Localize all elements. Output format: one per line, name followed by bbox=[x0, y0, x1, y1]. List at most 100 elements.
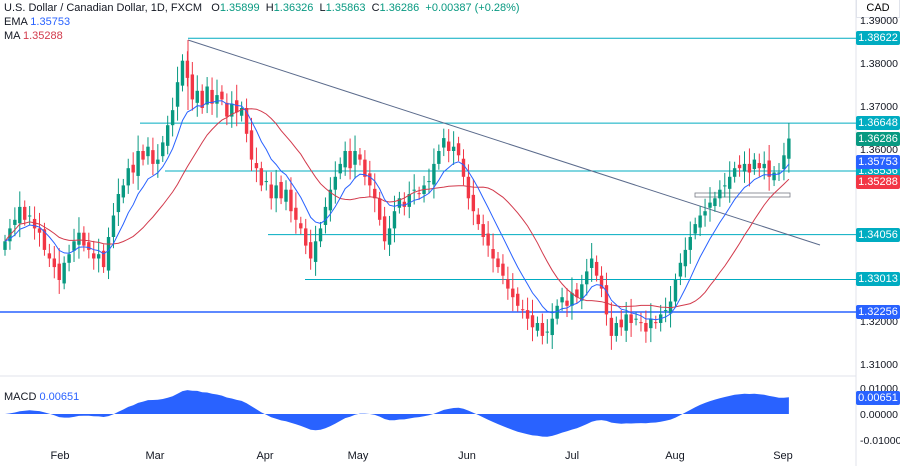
candle-body bbox=[308, 242, 313, 259]
macd-tick: -0.01000 bbox=[860, 435, 900, 447]
candle-body bbox=[496, 258, 500, 268]
ema-legend[interactable]: EMA 1.35753 bbox=[4, 16, 71, 28]
candle-body bbox=[146, 146, 150, 157]
candle-body bbox=[634, 318, 638, 320]
candle-body bbox=[57, 263, 61, 280]
candle-body bbox=[417, 193, 421, 195]
price-tick: 1.31000 bbox=[860, 359, 898, 371]
candle-body bbox=[111, 215, 116, 237]
candle-body bbox=[698, 215, 702, 228]
candle-body bbox=[580, 284, 584, 301]
candle-body bbox=[412, 189, 416, 191]
symbol-legend: U.S. Dollar / Canadian Dollar, 1D, FXCM … bbox=[4, 2, 520, 14]
candle-body bbox=[491, 249, 495, 259]
price-tick: 1.38000 bbox=[860, 58, 898, 70]
candle-body bbox=[368, 173, 372, 186]
macd-tick: 0.00000 bbox=[860, 409, 898, 421]
candle-body bbox=[170, 110, 175, 126]
candle-body bbox=[599, 275, 604, 289]
candle-body bbox=[609, 317, 614, 336]
month-label: Apr bbox=[256, 450, 274, 462]
candle-body bbox=[121, 185, 126, 198]
candle-body bbox=[126, 168, 130, 186]
high-value: 1.36326 bbox=[273, 2, 314, 14]
candle-body bbox=[313, 241, 318, 262]
candle-body bbox=[511, 288, 515, 298]
change-value: +0.00387 (+0.28%) bbox=[425, 2, 520, 14]
candle-body bbox=[215, 95, 219, 104]
candle-body bbox=[235, 100, 239, 113]
candle-body bbox=[363, 159, 367, 177]
candle-body bbox=[151, 150, 155, 164]
candle-body bbox=[62, 262, 66, 284]
price-tick: 1.37000 bbox=[860, 101, 898, 113]
level-price-tag: 1.34056 bbox=[856, 227, 900, 242]
candle-body bbox=[259, 168, 264, 186]
candle-body bbox=[787, 138, 791, 159]
price-tag: 1.35288 bbox=[856, 174, 900, 189]
candle-body bbox=[589, 258, 594, 268]
candle-body bbox=[328, 189, 333, 211]
price-tick: 1.32000 bbox=[860, 316, 898, 328]
candle-body bbox=[693, 224, 697, 234]
candle-body bbox=[3, 241, 7, 250]
open-value: 1.35899 bbox=[219, 2, 260, 14]
ema-line bbox=[4, 100, 790, 321]
candle-body bbox=[32, 218, 37, 229]
candle-body bbox=[353, 151, 357, 165]
candle-body bbox=[624, 314, 628, 331]
candle-body bbox=[570, 292, 574, 306]
candle-body bbox=[777, 172, 781, 174]
level-price-tag: 1.38622 bbox=[856, 31, 900, 46]
candle-body bbox=[520, 309, 525, 311]
candle-body bbox=[752, 159, 757, 170]
candle-body bbox=[530, 315, 535, 328]
macd-value-tag: 0.00651 bbox=[856, 391, 900, 405]
range-box bbox=[694, 192, 791, 198]
candle-body bbox=[747, 163, 752, 173]
candle-body bbox=[644, 323, 648, 332]
month-label: Aug bbox=[665, 450, 685, 462]
candle-body bbox=[392, 211, 397, 229]
ma-legend[interactable]: MA 1.35288 bbox=[4, 30, 63, 42]
candle-body bbox=[654, 322, 658, 324]
candle-body bbox=[555, 305, 559, 319]
candle-body bbox=[101, 250, 106, 268]
candle-body bbox=[471, 194, 476, 212]
candle-body bbox=[323, 206, 328, 225]
macd-legend[interactable]: MACD 0.00651 bbox=[4, 391, 80, 403]
candle-body bbox=[560, 297, 564, 303]
candle-body bbox=[42, 229, 47, 250]
month-label: Jun bbox=[458, 450, 476, 462]
candle-body bbox=[447, 141, 451, 151]
candle-body bbox=[486, 233, 490, 246]
candle-body bbox=[550, 318, 554, 336]
candle-body bbox=[476, 214, 480, 225]
candle-body bbox=[703, 211, 707, 216]
candle-body bbox=[200, 90, 204, 108]
candle-body bbox=[402, 201, 407, 207]
candle-body bbox=[96, 254, 101, 259]
candle-body bbox=[437, 151, 441, 164]
candle-body bbox=[373, 188, 377, 199]
candle-body bbox=[451, 146, 456, 151]
candle-body bbox=[165, 125, 170, 146]
candle-body bbox=[205, 86, 209, 105]
price-tag: 1.35753 bbox=[856, 154, 900, 169]
candle-body bbox=[594, 261, 599, 276]
candle-body bbox=[175, 82, 180, 107]
candle-body bbox=[274, 185, 278, 199]
symbol-title: U.S. Dollar / Canadian Dollar, 1D, FXCM bbox=[4, 2, 203, 14]
candle-body bbox=[136, 151, 140, 176]
candle-body bbox=[614, 323, 619, 336]
candle-body bbox=[239, 108, 244, 116]
candle-body bbox=[190, 74, 195, 100]
candle-body bbox=[742, 163, 747, 172]
candle-body bbox=[210, 89, 214, 104]
candle-body bbox=[338, 163, 342, 174]
candle-body bbox=[225, 102, 229, 117]
candle-body bbox=[72, 241, 76, 251]
candle-body bbox=[23, 206, 27, 220]
ma-line bbox=[4, 108, 790, 309]
